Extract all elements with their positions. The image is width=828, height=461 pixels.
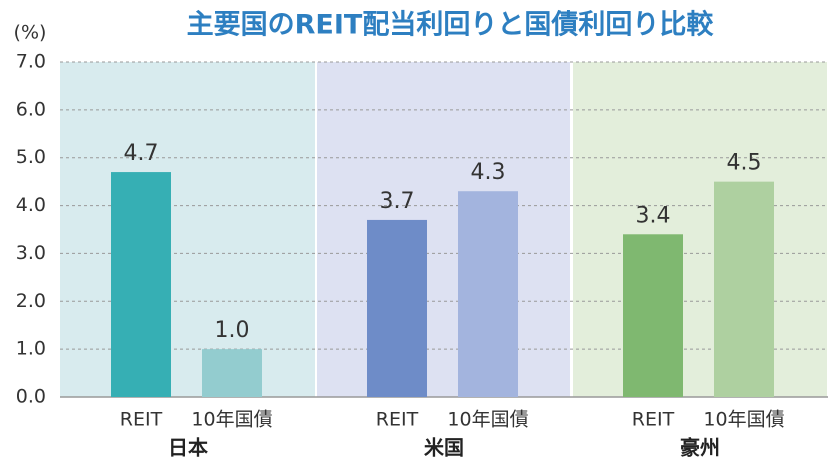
bar	[458, 191, 518, 397]
bar	[367, 219, 427, 397]
group-label: 豪州	[680, 436, 720, 460]
value-label: 4.7	[124, 141, 159, 166]
group-label: 日本	[168, 436, 208, 460]
bar-labels-reit: REIT	[120, 409, 163, 431]
y-tick-label: 3.0	[16, 242, 46, 264]
bar	[714, 181, 774, 397]
chart-title: 主要国のREIT配当利回りと国債利回り比較	[187, 9, 715, 41]
bar	[623, 234, 683, 397]
y-tick-label: 7.0	[16, 51, 46, 73]
y-tick-label: 1.0	[16, 338, 46, 360]
panel-background	[60, 62, 315, 397]
y-tick-label: 5.0	[16, 146, 46, 168]
value-label: 1.0	[215, 318, 250, 343]
bar-labels-bond: 10年国債	[191, 409, 272, 431]
panel-background	[573, 62, 827, 397]
value-label: 3.7	[380, 189, 415, 214]
bar-labels-reit: REIT	[632, 409, 675, 431]
bar-labels-reit: REIT	[376, 409, 419, 431]
panel-background	[317, 62, 570, 397]
y-tick-label: 2.0	[16, 290, 46, 312]
y-tick-label: 4.0	[16, 194, 46, 216]
value-label: 4.5	[727, 151, 762, 176]
bar-labels-bond: 10年国債	[447, 409, 528, 431]
value-label: 3.4	[636, 203, 671, 228]
y-tick-label: 6.0	[16, 98, 46, 120]
group-label: 米国	[424, 436, 464, 460]
bar	[202, 349, 262, 397]
bar-labels-bond: 10年国債	[703, 409, 784, 431]
y-unit: (%)	[14, 22, 47, 44]
bar	[111, 172, 171, 397]
value-label: 4.3	[471, 160, 506, 185]
y-tick-label: 0.0	[16, 386, 46, 408]
